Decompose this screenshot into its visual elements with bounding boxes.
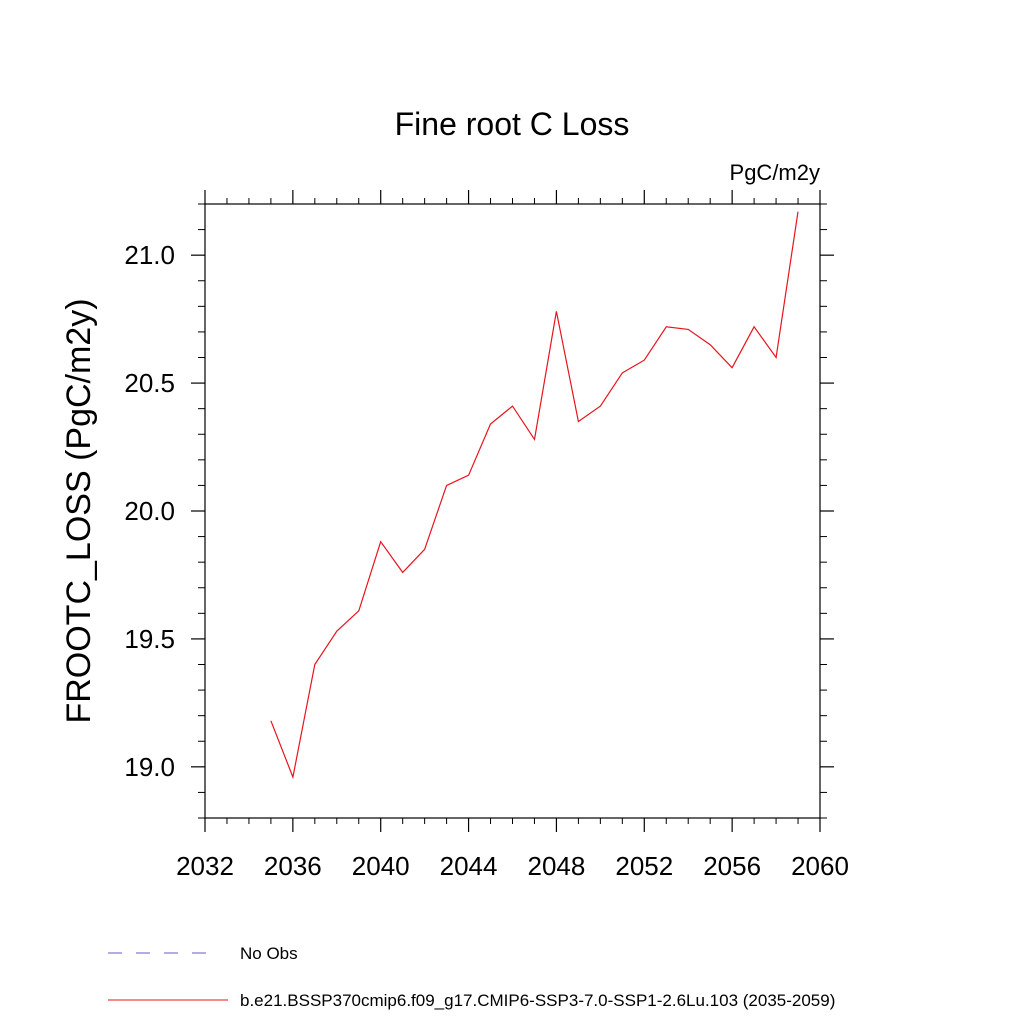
x-tick-label: 2052 xyxy=(615,851,673,881)
series-layer xyxy=(270,211,799,780)
y-tick-label: 20.5 xyxy=(124,368,175,398)
legend-label-no-obs: No Obs xyxy=(240,944,298,963)
legend-label-model-run: b.e21.BSSP370cmip6.f09_g17.CMIP6-SSP3-7.… xyxy=(240,991,835,1010)
units-label: PgC/m2y xyxy=(730,160,820,185)
y-tick-labels: 19.0 19.5 20.0 20.5 21.0 xyxy=(124,240,175,782)
y-tick-label: 19.5 xyxy=(124,624,175,654)
y-tick-label: 21.0 xyxy=(124,240,175,270)
x-tick-label: 2048 xyxy=(528,851,586,881)
x-tick-labels: 2032 2036 2040 2044 2048 2052 2056 2060 xyxy=(176,851,849,881)
x-tick-label: 2044 xyxy=(440,851,498,881)
x-tick-label: 2040 xyxy=(352,851,410,881)
series-line-0 xyxy=(270,211,799,780)
legend: No Obs b.e21.BSSP370cmip6.f09_g17.CMIP6-… xyxy=(108,944,835,1010)
axis-ticks xyxy=(191,190,834,832)
y-tick-label: 19.0 xyxy=(124,752,175,782)
x-tick-label: 2056 xyxy=(703,851,761,881)
y-axis-label: FROOTC_LOSS (PgC/m2y) xyxy=(60,298,98,723)
plot-frame xyxy=(204,203,821,819)
chart-title: Fine root C Loss xyxy=(395,106,630,142)
y-tick-label: 20.0 xyxy=(124,496,175,526)
x-tick-label: 2036 xyxy=(264,851,322,881)
x-tick-label: 2060 xyxy=(791,851,849,881)
x-tick-label: 2032 xyxy=(176,851,234,881)
